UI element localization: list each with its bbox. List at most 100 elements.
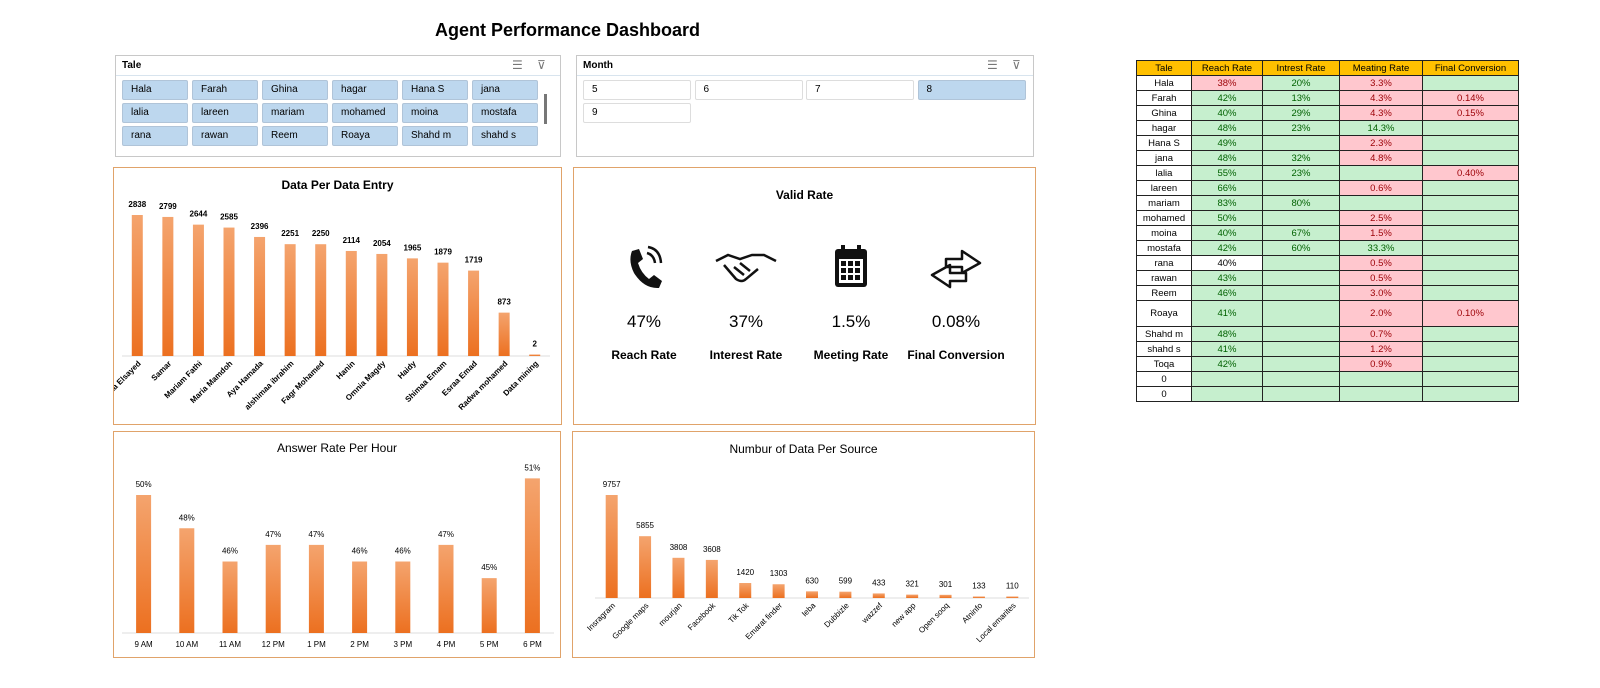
rate-cell: 40% bbox=[1191, 225, 1263, 241]
bar bbox=[395, 561, 411, 633]
table-row: 0 bbox=[1136, 371, 1519, 387]
column-header: Tale bbox=[1136, 60, 1192, 76]
data-label: 2799 bbox=[159, 202, 177, 211]
tale-item[interactable]: moina bbox=[402, 103, 468, 123]
month-item[interactable]: 5 bbox=[583, 80, 691, 100]
rate-cell: 20% bbox=[1262, 75, 1340, 91]
rate-cell: 14.3% bbox=[1339, 120, 1423, 136]
rate-cell bbox=[1422, 386, 1519, 402]
month-item[interactable]: 9 bbox=[583, 103, 691, 123]
rate-cell bbox=[1422, 195, 1519, 211]
rate-cell bbox=[1262, 386, 1340, 402]
chart-title: Numbur of Data Per Source bbox=[729, 442, 878, 456]
rate-cell bbox=[1339, 165, 1423, 181]
rate-cell bbox=[1191, 371, 1263, 387]
tale-item[interactable]: shahd s bbox=[472, 126, 538, 146]
bar bbox=[131, 215, 143, 356]
tale-item[interactable]: Ghina bbox=[262, 80, 328, 100]
bar bbox=[265, 544, 281, 633]
agent-name-cell: Hana S bbox=[1136, 135, 1192, 151]
multi-select-icon[interactable]: ☰ bbox=[987, 58, 998, 72]
rate-cell bbox=[1339, 195, 1423, 211]
scrollbar[interactable] bbox=[544, 94, 547, 124]
tick-label: 2 PM bbox=[350, 640, 369, 649]
clear-filter-icon[interactable]: ⊽ bbox=[537, 58, 546, 72]
rate-cell: 0.5% bbox=[1339, 255, 1423, 271]
data-label: 47% bbox=[265, 530, 281, 539]
valid-rate-title: Valid Rate bbox=[775, 188, 834, 202]
rate-cell bbox=[1422, 135, 1519, 151]
clear-filter-icon[interactable]: ⊽ bbox=[1012, 58, 1021, 72]
bar bbox=[639, 536, 652, 598]
tale-item[interactable]: Hana S bbox=[402, 80, 468, 100]
bar bbox=[481, 578, 497, 633]
tale-item[interactable]: lareen bbox=[192, 103, 258, 123]
rate-cell bbox=[1262, 270, 1340, 286]
multi-select-icon[interactable]: ☰ bbox=[512, 58, 523, 72]
tale-item[interactable]: mariam bbox=[262, 103, 328, 123]
tale-item[interactable]: Hala bbox=[122, 80, 188, 100]
rate-cell: 1.5% bbox=[1339, 225, 1423, 241]
data-label: 3608 bbox=[703, 545, 721, 554]
rate-cell: 0.9% bbox=[1339, 356, 1423, 372]
rate-cell: 0.15% bbox=[1422, 105, 1519, 121]
bar bbox=[739, 583, 752, 598]
tale-item[interactable]: Farah bbox=[192, 80, 258, 100]
tale-item[interactable]: jana bbox=[472, 80, 538, 100]
tale-item[interactable]: Roaya bbox=[332, 126, 398, 146]
rate-cell bbox=[1422, 75, 1519, 91]
rate-cell: 4.8% bbox=[1339, 150, 1423, 166]
table-row: Farah 42% 13% 4.3% 0.14% bbox=[1136, 90, 1519, 106]
bar bbox=[136, 495, 152, 633]
bar bbox=[524, 478, 540, 633]
column-header: Final Conversion bbox=[1422, 60, 1519, 76]
tick-label: Dina Elsayed bbox=[114, 359, 143, 401]
tale-item[interactable]: rana bbox=[122, 126, 188, 146]
kpi-value: 0.08% bbox=[931, 312, 981, 331]
tick-label: Atninfo bbox=[960, 601, 984, 625]
tick-label: Samar bbox=[150, 359, 174, 383]
tick-label: 4 PM bbox=[437, 640, 456, 649]
tick-label: 1 PM bbox=[307, 640, 326, 649]
agent-name-cell: jana bbox=[1136, 150, 1192, 166]
rate-cell: 41% bbox=[1191, 341, 1263, 357]
kpi-final-conversion: 0.08% Final Conversion bbox=[901, 243, 1011, 362]
rate-cell: 3.3% bbox=[1339, 75, 1423, 91]
tale-item[interactable]: rawan bbox=[192, 126, 258, 146]
bar bbox=[352, 561, 368, 633]
exchange-arrows-icon bbox=[930, 249, 982, 289]
kpi-label: Reach Rate bbox=[611, 348, 677, 362]
data-label: 630 bbox=[805, 576, 819, 585]
table-row: Hana S 49% 2.3% bbox=[1136, 135, 1519, 151]
agent-name-cell: Reem bbox=[1136, 285, 1192, 301]
rate-cell bbox=[1422, 270, 1519, 286]
agent-rates-table: Tale Reach Rate Intrest Rate Meating Rate Fi… bbox=[1136, 60, 1519, 402]
tale-item[interactable]: hagar bbox=[332, 80, 398, 100]
table-row: Reem 46% 3.0% bbox=[1136, 285, 1519, 301]
tale-item[interactable]: lalia bbox=[122, 103, 188, 123]
tick-label: Hanin bbox=[335, 359, 357, 381]
rate-cell bbox=[1339, 386, 1423, 402]
tale-item[interactable]: Reem bbox=[262, 126, 328, 146]
tale-item[interactable]: mohamed bbox=[332, 103, 398, 123]
agent-name-cell: 0 bbox=[1136, 386, 1192, 402]
rate-cell: 1.2% bbox=[1339, 341, 1423, 357]
month-item[interactable]: 8 bbox=[917, 80, 1026, 100]
tale-item[interactable]: Shahd m bbox=[402, 126, 468, 146]
month-item[interactable]: 7 bbox=[806, 80, 914, 100]
table-row: shahd s 41% 1.2% bbox=[1136, 341, 1519, 357]
month-item[interactable]: 6 bbox=[694, 80, 803, 100]
tale-item[interactable]: mostafa bbox=[472, 103, 538, 123]
rate-cell: 4.3% bbox=[1339, 90, 1423, 106]
rate-cell bbox=[1339, 371, 1423, 387]
data-label: 2250 bbox=[312, 229, 330, 238]
tick-label: Tik Tok bbox=[727, 600, 752, 625]
data-label: 46% bbox=[352, 547, 368, 556]
rate-cell: 38% bbox=[1191, 75, 1263, 91]
table-row: rawan 43% 0.5% bbox=[1136, 270, 1519, 286]
data-label: 47% bbox=[438, 530, 454, 539]
handshake-icon bbox=[715, 253, 777, 283]
tick-label: 6 PM bbox=[523, 640, 542, 649]
rate-cell: 50% bbox=[1191, 210, 1263, 226]
